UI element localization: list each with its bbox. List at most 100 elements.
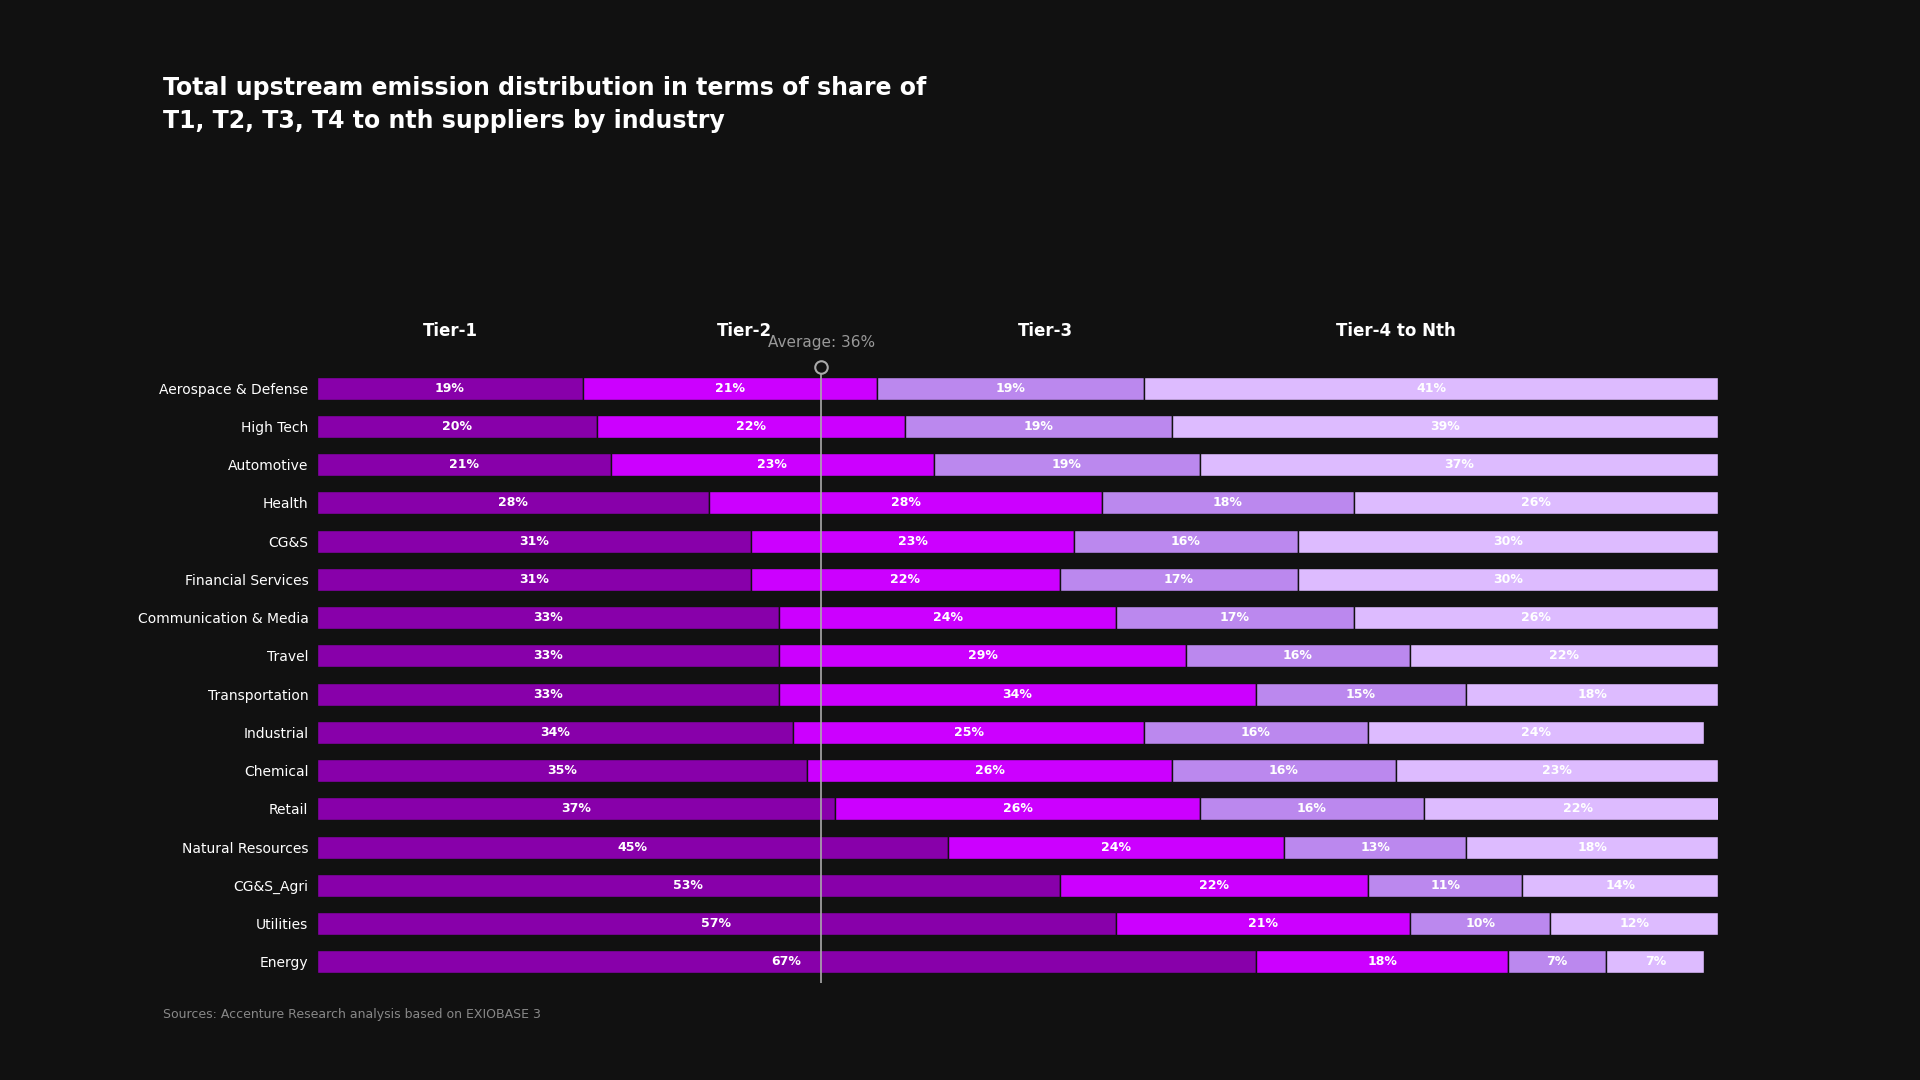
Bar — [808, 759, 1171, 782]
Bar — [1256, 950, 1509, 973]
Text: 29%: 29% — [968, 649, 998, 662]
Bar — [1144, 720, 1369, 744]
Text: 28%: 28% — [497, 497, 528, 510]
Text: 34%: 34% — [540, 726, 570, 739]
Bar — [317, 568, 751, 591]
Text: 16%: 16% — [1269, 764, 1298, 778]
Bar — [1073, 529, 1298, 553]
Text: 16%: 16% — [1283, 649, 1313, 662]
Text: 21%: 21% — [1248, 917, 1279, 930]
Text: 37%: 37% — [561, 802, 591, 815]
Text: 19%: 19% — [436, 381, 465, 394]
Text: Tier-1: Tier-1 — [422, 323, 478, 340]
Bar — [1409, 645, 1718, 667]
Bar — [1116, 606, 1354, 630]
Text: 31%: 31% — [518, 535, 549, 548]
Text: 18%: 18% — [1367, 956, 1398, 969]
Bar — [317, 491, 708, 514]
Bar — [1200, 797, 1425, 821]
Text: 45%: 45% — [616, 840, 647, 853]
Text: 41%: 41% — [1417, 381, 1446, 394]
Bar — [780, 645, 1187, 667]
Bar — [317, 950, 1256, 973]
Text: Average: 36%: Average: 36% — [768, 335, 876, 350]
Bar — [317, 415, 597, 437]
Text: 31%: 31% — [518, 572, 549, 586]
Text: 26%: 26% — [975, 764, 1004, 778]
Text: 12%: 12% — [1619, 917, 1649, 930]
Text: 18%: 18% — [1578, 688, 1607, 701]
Bar — [584, 377, 877, 400]
Text: 18%: 18% — [1213, 497, 1242, 510]
Bar — [1060, 568, 1298, 591]
Text: 7%: 7% — [1645, 956, 1667, 969]
Bar — [877, 377, 1144, 400]
Bar — [597, 415, 906, 437]
Text: 16%: 16% — [1240, 726, 1271, 739]
Bar — [1284, 836, 1467, 859]
Text: 21%: 21% — [716, 381, 745, 394]
Text: 57%: 57% — [701, 917, 732, 930]
Text: Tier-4 to Nth: Tier-4 to Nth — [1336, 323, 1455, 340]
Bar — [317, 606, 780, 630]
Bar — [1298, 529, 1718, 553]
Bar — [1523, 874, 1718, 896]
Text: 26%: 26% — [1521, 611, 1551, 624]
Bar — [1116, 913, 1409, 935]
Bar — [1396, 759, 1718, 782]
Text: 30%: 30% — [1494, 535, 1523, 548]
Text: 67%: 67% — [772, 956, 801, 969]
Text: 26%: 26% — [1521, 497, 1551, 510]
Bar — [1171, 415, 1718, 437]
Bar — [1367, 720, 1705, 744]
Text: 26%: 26% — [1002, 802, 1033, 815]
Bar — [780, 683, 1256, 705]
Text: Sources: Accenture Research analysis based on EXIOBASE 3: Sources: Accenture Research analysis bas… — [163, 1008, 541, 1021]
Bar — [1256, 683, 1467, 705]
Text: 14%: 14% — [1605, 879, 1636, 892]
Bar — [1187, 645, 1409, 667]
Text: 22%: 22% — [1563, 802, 1594, 815]
Text: 22%: 22% — [891, 572, 920, 586]
Text: 22%: 22% — [1549, 649, 1580, 662]
Bar — [835, 797, 1200, 821]
Bar — [317, 797, 835, 821]
Bar — [1171, 759, 1396, 782]
Text: 39%: 39% — [1430, 420, 1459, 433]
Bar — [317, 836, 948, 859]
Text: 24%: 24% — [1100, 840, 1131, 853]
Text: 33%: 33% — [534, 649, 563, 662]
Text: 7%: 7% — [1548, 956, 1569, 969]
Bar — [317, 720, 793, 744]
Bar — [1367, 874, 1523, 896]
Bar — [317, 454, 611, 476]
Text: 28%: 28% — [891, 497, 920, 510]
Text: 25%: 25% — [954, 726, 983, 739]
Text: 24%: 24% — [933, 611, 962, 624]
Text: 53%: 53% — [674, 879, 703, 892]
Bar — [793, 720, 1144, 744]
Bar — [1607, 950, 1705, 973]
Text: 24%: 24% — [1521, 726, 1551, 739]
Bar — [933, 454, 1200, 476]
Bar — [1060, 874, 1369, 896]
Text: 16%: 16% — [1171, 535, 1200, 548]
Text: 23%: 23% — [1542, 764, 1572, 778]
Text: 33%: 33% — [534, 611, 563, 624]
Text: 23%: 23% — [756, 458, 787, 471]
Bar — [1425, 797, 1732, 821]
Text: Tier-3: Tier-3 — [1018, 323, 1073, 340]
Text: 23%: 23% — [897, 535, 927, 548]
Text: 11%: 11% — [1430, 879, 1459, 892]
Text: 34%: 34% — [1002, 688, 1033, 701]
Bar — [906, 415, 1171, 437]
Bar — [1409, 913, 1549, 935]
Bar — [1144, 377, 1718, 400]
Bar — [1509, 950, 1607, 973]
Bar — [317, 683, 780, 705]
Bar — [1298, 568, 1718, 591]
Bar — [1467, 683, 1718, 705]
Text: 22%: 22% — [1198, 879, 1229, 892]
Bar — [751, 529, 1073, 553]
Text: 37%: 37% — [1444, 458, 1475, 471]
